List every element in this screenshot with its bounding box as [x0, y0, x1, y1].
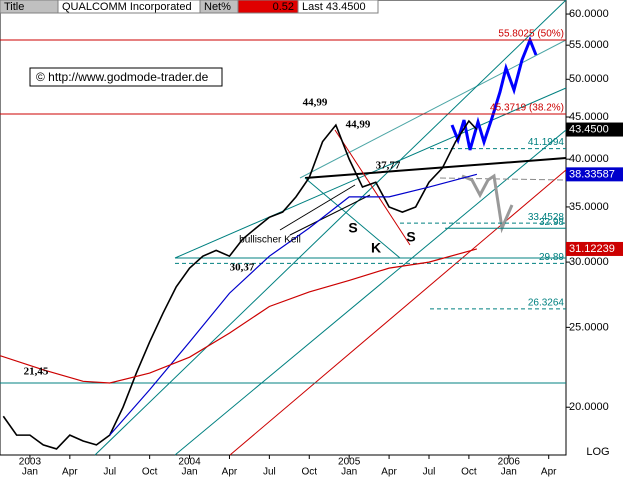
y-tick-label: 30.0000 [569, 256, 609, 268]
y-tick-label: 45.0000 [569, 111, 609, 123]
level-label: 55.8025 (50%) [498, 29, 564, 40]
annotation: S [406, 229, 415, 245]
forecast-blue [450, 35, 538, 151]
price-tag-label: 38.33587 [569, 168, 615, 180]
y-tick-label: 35.0000 [569, 201, 609, 213]
y-tick-label: 55.0000 [569, 39, 609, 51]
x-tick-label: Jul [103, 467, 116, 478]
annotation: 44,99 [303, 97, 328, 109]
y-tick-label: 25.0000 [569, 321, 609, 333]
copyright-box [29, 67, 223, 87]
level-label: 41.1994 [528, 137, 565, 148]
dynamic: 20.0000 25.0000 30.0000 35.0000 40.0000 45.00… [0, 8, 623, 478]
y-tick-label: 20.0000 [569, 401, 609, 413]
x-year-label: 2005 [338, 457, 361, 468]
series-line [0, 248, 478, 384]
x-tick-label: Jul [423, 467, 436, 478]
y-tick-label: 50.0000 [569, 73, 609, 85]
header-net-value: 0.52 [273, 1, 294, 13]
x-tick-label: Apr [541, 467, 557, 478]
annotation: S [348, 220, 357, 236]
y-tick-label: 60.0000 [569, 8, 609, 20]
x-tick-label: Apr [62, 467, 78, 478]
trend-lines [0, 0, 567, 456]
price-tag [566, 167, 623, 182]
x-tick-label: Oct [301, 467, 317, 478]
header-name: QUALCOMM Incorporated [62, 1, 192, 13]
header-tab-text: Title [4, 1, 24, 13]
level-label: 26.3264 [528, 297, 565, 308]
header-last: Last 43.4500 [302, 1, 366, 13]
x-tick-label: Jan [501, 467, 517, 478]
x-tick-label: Apr [222, 467, 238, 478]
x-tick-label: Jul [263, 467, 276, 478]
annotation: 44,99 [346, 119, 371, 131]
x-tick-label: Jan [181, 467, 197, 478]
copyright: © http://www.godmode-trader.de [36, 70, 209, 84]
series-line [2, 119, 478, 450]
level-label: 45.3719 (38.2%) [490, 103, 564, 114]
x-year-label: 2003 [19, 457, 42, 468]
annotation: 21,45 [24, 366, 49, 378]
level-label: 29.89 [539, 252, 564, 263]
header-last-box [297, 0, 379, 14]
x-year-label: 2004 [178, 457, 201, 468]
series-line [109, 173, 478, 436]
x-tick-label: Oct [461, 467, 477, 478]
annotation: bullischer Keil [239, 235, 301, 246]
price-tag [566, 241, 623, 256]
x-tick-label: Jan [341, 467, 357, 478]
x-tick-label: Oct [142, 467, 158, 478]
level-label: 33.4528 [528, 212, 565, 223]
y-tick-label: 40.0000 [569, 153, 609, 165]
x-year-label: 2006 [498, 457, 521, 468]
header-net-label: Net% [204, 1, 231, 13]
scale-label: LOG [586, 446, 609, 458]
annotation: 30,37 [230, 262, 255, 274]
price-tag-label: 31.12239 [569, 243, 615, 255]
x-tick-label: Jan [22, 467, 38, 478]
price-tag [566, 122, 623, 137]
annotation: K [371, 240, 381, 256]
annotation: 37,77 [376, 160, 401, 172]
level-label: 32.98 [539, 217, 564, 228]
price-tag-label: 43.4500 [569, 123, 609, 135]
x-tick-label: Apr [381, 467, 397, 478]
